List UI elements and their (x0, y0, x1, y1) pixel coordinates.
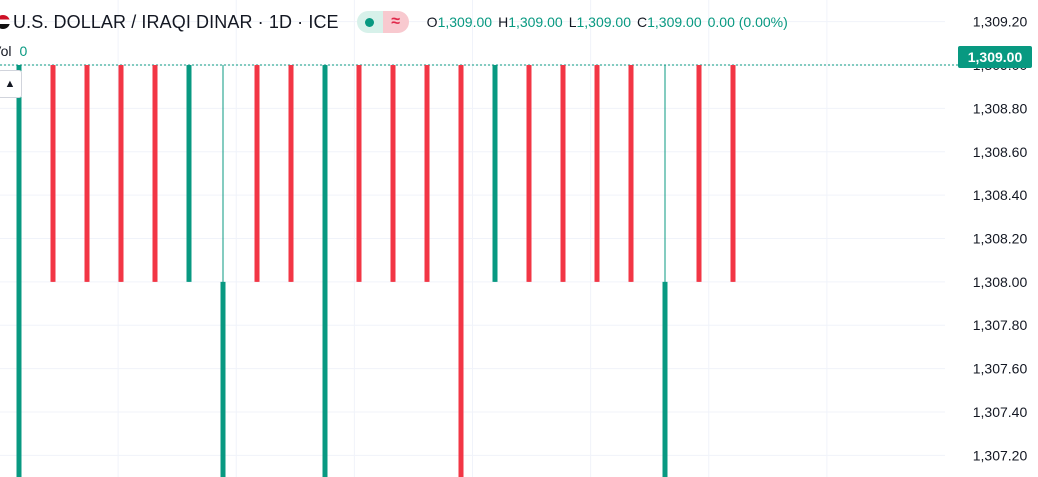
y-tick-label: 1,308.80 (973, 100, 1028, 116)
y-tick-label: 1,308.00 (973, 274, 1028, 290)
ohlc-values: O 1,309.00 H 1,309.00 L 1,309.00 C 1,309.00 … (427, 14, 788, 30)
market-status-pill[interactable]: ≈ (356, 11, 409, 33)
y-tick-label: 1,307.40 (973, 404, 1028, 420)
candle-body (390, 65, 396, 282)
candle-body (696, 65, 702, 282)
candle-body (84, 65, 90, 282)
collapse-legend-button[interactable]: ▲ (0, 70, 22, 98)
high-value: 1,309.00 (508, 14, 563, 30)
y-tick-label: 1,308.20 (973, 231, 1028, 247)
candle-body (220, 281, 226, 477)
chart-grid (0, 0, 945, 477)
close-label: C (636, 14, 648, 30)
candle-body (322, 65, 328, 477)
open-value: 1,309.00 (437, 14, 493, 30)
wave-icon: ≈ (391, 13, 401, 30)
candle-body (492, 65, 498, 282)
candle-body (560, 65, 566, 282)
candle-body (50, 65, 56, 282)
candle-body (186, 65, 192, 282)
y-tick-label: 1,309.20 (973, 14, 1028, 30)
low-value: 1,309.00 (576, 14, 631, 30)
iraq-flag-icon (0, 15, 10, 29)
data-delay-indicator[interactable]: ≈ (382, 11, 409, 33)
price-axis[interactable]: 1,309.201,309.001,308.801,308.601,308.40… (973, 14, 1028, 464)
change-value: 0.00 (0.00%) (707, 14, 788, 30)
market-open-indicator[interactable] (356, 11, 383, 33)
status-dot-icon (365, 17, 375, 27)
candle-body (628, 65, 634, 282)
candles (0, 64, 958, 477)
chevron-up-icon: ▲ (4, 78, 16, 90)
candle-body (356, 65, 362, 282)
close-value: 1,309.00 (647, 14, 702, 30)
y-tick-label: 1,308.60 (973, 144, 1028, 160)
candle-body (424, 65, 430, 282)
candle-body (526, 65, 532, 282)
symbol-legend: U.S. DOLLAR / IRAQI DINAR · 1D · ICE ≈ O… (0, 10, 788, 34)
volume-label: Vol (0, 43, 12, 59)
y-tick-label: 1,308.40 (973, 187, 1028, 203)
candle-body (458, 65, 464, 477)
candle-body (16, 65, 22, 477)
volume-legend: Vol 0 (0, 43, 27, 59)
volume-value: 0 (19, 43, 28, 59)
last-price-label: 1,309.00 (958, 46, 1032, 68)
candle-body (254, 65, 260, 282)
y-tick-label: 1,307.20 (973, 447, 1028, 463)
candle-body (288, 65, 294, 282)
candle-body (152, 65, 158, 282)
candle-body (594, 65, 600, 282)
symbol-title[interactable]: U.S. DOLLAR / IRAQI DINAR · 1D · ICE (13, 11, 339, 32)
open-label: O (426, 14, 438, 30)
high-label: H (498, 14, 509, 30)
y-tick-label: 1,307.60 (973, 361, 1028, 377)
candle-body (662, 281, 668, 477)
y-tick-label: 1,307.80 (973, 317, 1028, 333)
candle-body (118, 65, 124, 282)
candle-body (730, 65, 736, 282)
low-label: L (568, 14, 577, 30)
